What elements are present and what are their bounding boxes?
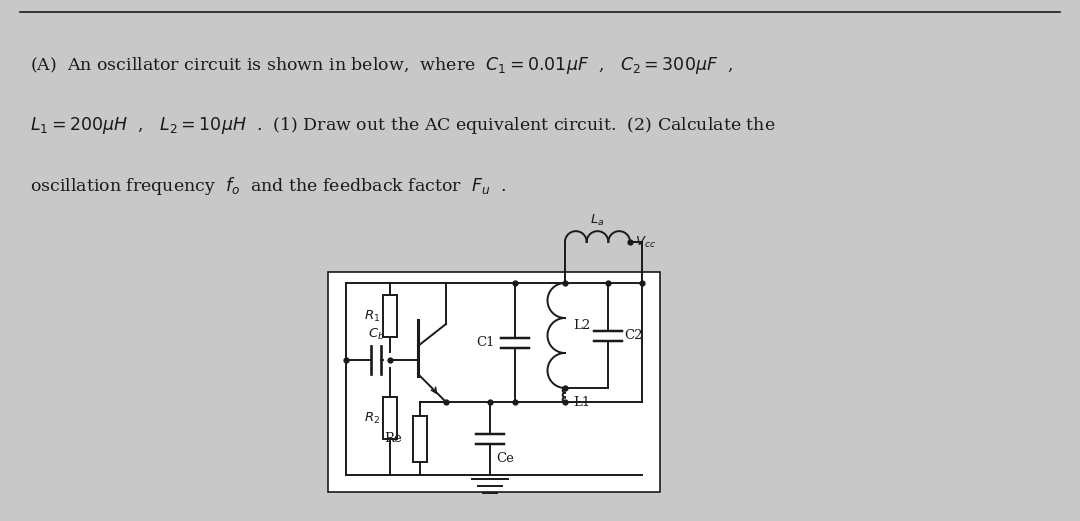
Text: L1: L1 [573, 396, 591, 410]
Text: C2: C2 [624, 329, 643, 342]
Text: $L_1=200\mu H$  ,   $L_2=10\mu H$  .  (1) Draw out the AC equivalent circuit.  (: $L_1=200\mu H$ , $L_2=10\mu H$ . (1) Dra… [30, 115, 775, 136]
Text: C1: C1 [476, 336, 495, 349]
Text: oscillation frequency  $f_o$  and the feedback factor  $F_u$  .: oscillation frequency $f_o$ and the feed… [30, 175, 507, 197]
Text: $R_2$: $R_2$ [364, 411, 380, 426]
Text: L2: L2 [573, 319, 591, 332]
Text: Ce: Ce [496, 453, 514, 465]
Text: $R_1$: $R_1$ [364, 308, 380, 324]
Bar [328, 272, 660, 492]
Bar [383, 397, 397, 439]
Bar [383, 295, 397, 337]
Bar [413, 416, 427, 462]
Text: $L_a$: $L_a$ [591, 213, 605, 228]
Text: (A)  An oscillator circuit is shown in below,  where  $C_1=0.01\mu F$  ,   $C_2=: (A) An oscillator circuit is shown in be… [30, 55, 733, 76]
Text: $V_{cc}$: $V_{cc}$ [635, 234, 657, 250]
Text: $C_b$: $C_b$ [367, 327, 384, 342]
Text: Re: Re [384, 432, 402, 445]
